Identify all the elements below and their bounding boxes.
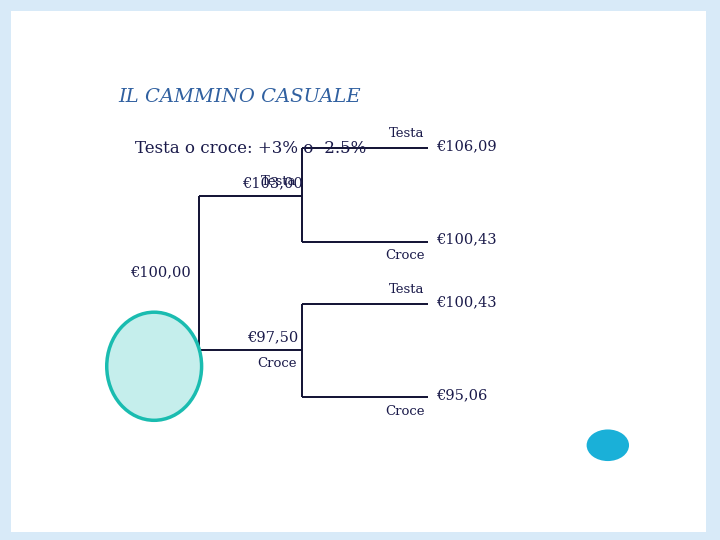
Text: €97,50: €97,50 (247, 330, 298, 345)
Ellipse shape (107, 312, 202, 420)
Text: Testa: Testa (390, 127, 425, 140)
Text: €95,06: €95,06 (436, 388, 487, 402)
Text: Croce: Croce (385, 249, 425, 262)
Text: €100,00: €100,00 (130, 266, 190, 280)
Text: Croce: Croce (257, 357, 297, 370)
Circle shape (587, 429, 629, 461)
Text: €100,43: €100,43 (436, 232, 497, 246)
Text: Croce: Croce (385, 405, 425, 418)
Text: €103,00: €103,00 (243, 177, 303, 191)
Text: Testa o croce: +3% o -2.5%: Testa o croce: +3% o -2.5% (135, 140, 366, 157)
Text: IL CAMMINO CASUALE: IL CAMMINO CASUALE (118, 87, 361, 106)
Text: Testa: Testa (390, 284, 425, 296)
Text: €106,09: €106,09 (436, 139, 497, 153)
Text: Testa: Testa (261, 176, 297, 188)
Text: €100,43: €100,43 (436, 295, 497, 309)
